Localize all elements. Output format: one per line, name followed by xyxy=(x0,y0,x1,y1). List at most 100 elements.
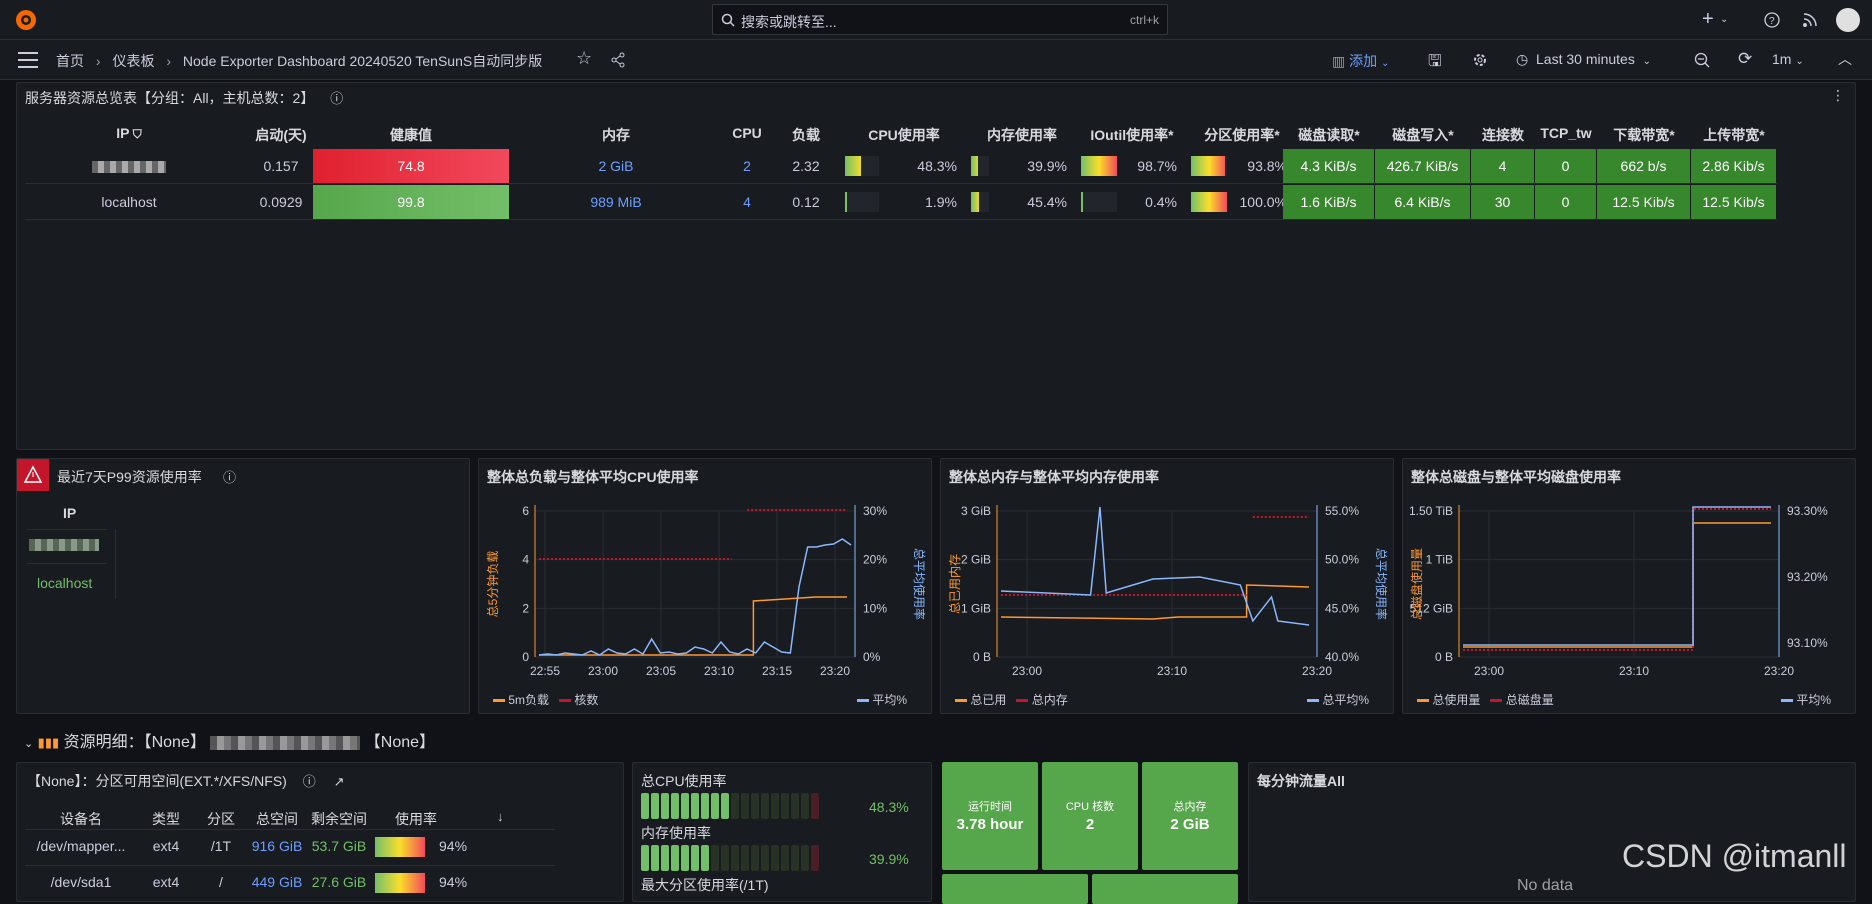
fs-cell-total: 916 GiB xyxy=(251,838,303,854)
stat-tile-2[interactable]: 总内存 2 GiB xyxy=(1142,762,1238,870)
star-icon[interactable]: ☆ xyxy=(576,48,593,68)
fs-header-1[interactable]: 类型 xyxy=(152,811,180,827)
chart1-title: 整体总负载与整体平均CPU使用率 xyxy=(487,469,699,485)
series-used[interactable] xyxy=(1000,584,1310,620)
overview-header-3[interactable]: 内存 xyxy=(602,127,630,143)
chart1-svg[interactable]: 0 2 4 6 0% 10% 20% 30% 22:55 23:00 23:05 23:10 23:15… xyxy=(479,459,932,714)
menu-icon[interactable] xyxy=(18,52,38,68)
overview-header-7[interactable]: 内存使用率 xyxy=(987,127,1057,143)
refresh-icon[interactable]: ⟳ xyxy=(1738,49,1753,68)
zoom-out-icon[interactable] xyxy=(1694,52,1710,68)
settings-gear-icon[interactable] xyxy=(1472,52,1488,68)
overview-header-14[interactable]: 下载带宽* xyxy=(1613,127,1675,143)
chart-load-cpu: 整体总负载与整体平均CPU使用率 0 2 4 6 0% 10% 20% 30% 22:55 23:… xyxy=(478,458,932,714)
chart3-legend[interactable]: 总使用量 总磁盘量 xyxy=(1417,691,1554,708)
overview-header-15[interactable]: 上传带宽* xyxy=(1703,127,1765,143)
overview-header-9[interactable]: 分区使用率* xyxy=(1204,127,1280,143)
overview-cell-cpu[interactable]: 2 xyxy=(743,158,751,174)
gauge-label: 总CPU使用率 xyxy=(641,773,727,789)
time-picker[interactable]: ◷ Last 30 minutes ⌄ xyxy=(1516,51,1652,67)
chart3-title: 整体总磁盘与整体平均磁盘使用率 xyxy=(1411,469,1621,485)
series-avg-pct[interactable] xyxy=(538,538,852,656)
gauge-cell xyxy=(801,845,809,871)
search-input[interactable]: 搜索或跳转至... ctrl+k xyxy=(712,4,1168,35)
stat-label: CPU 核数 xyxy=(1065,801,1115,813)
overview-cell-memory[interactable]: 2 GiB xyxy=(598,158,634,174)
p99-title: 最近7天P99资源使用率 xyxy=(57,469,202,485)
add-button[interactable]: ▥ 添加 ⌄ xyxy=(1332,53,1390,69)
fs-header-2[interactable]: 分区 xyxy=(207,811,235,827)
gauge-cell xyxy=(741,793,749,819)
gauge-cell xyxy=(721,845,729,871)
info-icon[interactable]: ⓘ xyxy=(223,470,237,485)
share-icon[interactable] xyxy=(610,52,626,68)
row-header-resource-detail[interactable]: ⌄ ▮▮▮ 资源明细：【None】 【None】 xyxy=(24,734,436,751)
plus-icon[interactable]: + xyxy=(1702,8,1714,30)
fs-header-5[interactable]: 使用率 xyxy=(395,811,437,827)
stat-tile-1[interactable]: CPU 核数 2 xyxy=(1042,762,1138,870)
overview-header-4[interactable]: CPU xyxy=(732,125,762,141)
series-avg-mem[interactable] xyxy=(1000,506,1310,626)
alert-icon[interactable] xyxy=(17,459,49,491)
overview-header-5[interactable]: 负载 xyxy=(792,127,820,143)
chart1-legend[interactable]: 5m负载 核数 xyxy=(493,691,598,708)
chart2-svg[interactable]: 0 B 1 GiB 2 GiB 3 GiB 40.0% 45.0% 50.0% 55.0% 23… xyxy=(941,459,1394,714)
x-tick-label: 23:00 xyxy=(1012,664,1042,678)
overview-cell-memory[interactable]: 989 MiB xyxy=(590,194,642,210)
stat-label: 总内存 xyxy=(1173,801,1207,813)
overview-header-8[interactable]: IOutil使用率* xyxy=(1090,127,1174,143)
chart2-title: 整体总内存与整体平均内存使用率 xyxy=(949,469,1159,485)
overview-cell-cpu[interactable]: 4 xyxy=(743,194,751,210)
overview-header-2[interactable]: 健康值 xyxy=(390,127,432,143)
gauge-cell xyxy=(771,845,779,871)
panel-menu-icon[interactable]: ⋮ xyxy=(1831,87,1845,103)
chart2-legend[interactable]: 总已用 总内存 xyxy=(955,691,1068,708)
fs-header-0[interactable]: 设备名 xyxy=(60,811,102,827)
breadcrumb-dashboards[interactable]: 仪表板 xyxy=(112,53,155,69)
help-icon[interactable]: ? xyxy=(1764,12,1780,28)
gauge-cell xyxy=(761,845,769,871)
stat-tile[interactable] xyxy=(1092,874,1238,904)
overview-panel: 服务器资源总览表【分组：All，主机总数：2】 ⓘ ⋮ IP ⛉ 启动(天) 健康值… xyxy=(16,82,1856,450)
chart2-legend-right[interactable]: 总平均% xyxy=(1307,691,1369,708)
breadcrumb-home[interactable]: 首页 xyxy=(56,53,84,69)
grafana-logo-icon[interactable] xyxy=(14,8,38,32)
gauge-cell xyxy=(641,793,649,819)
refresh-interval[interactable]: 1m ⌄ xyxy=(1772,51,1804,67)
overview-header-0[interactable]: IP ⛉ xyxy=(116,125,142,141)
gauge-cell xyxy=(781,793,789,819)
x-tick-label: 23:10 xyxy=(1619,664,1649,678)
overview-header-6[interactable]: CPU使用率 xyxy=(868,127,940,143)
overview-header-12[interactable]: 连接数 xyxy=(1482,127,1524,143)
info-icon[interactable]: ⓘ xyxy=(302,774,316,789)
p99-row-localhost[interactable]: localhost xyxy=(37,575,93,591)
series-avg-disk[interactable] xyxy=(1463,506,1771,646)
series-used-disk[interactable] xyxy=(1463,522,1771,648)
overview-header-1[interactable]: 启动(天) xyxy=(255,127,307,143)
chart3-svg[interactable]: 0 B 512 GiB 1 TiB 1.50 TiB 93.10% 93.20% 93.30… xyxy=(1403,459,1856,714)
svg-text:?: ? xyxy=(1769,16,1775,27)
fs-header-3[interactable]: 总空间 xyxy=(256,811,298,827)
usage-bar xyxy=(971,156,989,176)
fs-header-4[interactable]: 剩余空间 xyxy=(311,811,367,827)
info-icon[interactable]: ⓘ xyxy=(330,91,344,106)
overview-header-13[interactable]: TCP_tw xyxy=(1540,125,1592,141)
stat-tile-0[interactable]: 运行时间 3.78 hour xyxy=(942,762,1038,870)
external-link-icon[interactable]: ↗ xyxy=(333,774,345,789)
chart3-legend-right[interactable]: 平均% xyxy=(1781,691,1831,708)
stat-tile[interactable] xyxy=(942,874,1088,904)
save-icon[interactable]: 🖫 xyxy=(1428,53,1442,70)
avatar[interactable] xyxy=(1836,8,1860,32)
overview-cell-mem_pct: 39.9% xyxy=(967,149,1077,183)
sort-desc-icon[interactable]: ↓ xyxy=(497,809,504,824)
series-5m-load[interactable] xyxy=(539,596,847,656)
chevron-down-icon[interactable]: ⌄ xyxy=(1720,14,1729,25)
filter-icon[interactable]: ⛉ xyxy=(129,127,142,141)
y-axis-label: 总已用内存 xyxy=(948,554,962,614)
chart1-legend-right[interactable]: 平均% xyxy=(857,691,907,708)
overview-header-10[interactable]: 磁盘读取* xyxy=(1298,127,1360,143)
collapse-icon[interactable]: ︿ xyxy=(1838,51,1852,67)
series-total-disk[interactable] xyxy=(1463,508,1771,651)
news-feed-icon[interactable] xyxy=(1802,12,1818,28)
overview-header-11[interactable]: 磁盘写入* xyxy=(1392,127,1454,143)
